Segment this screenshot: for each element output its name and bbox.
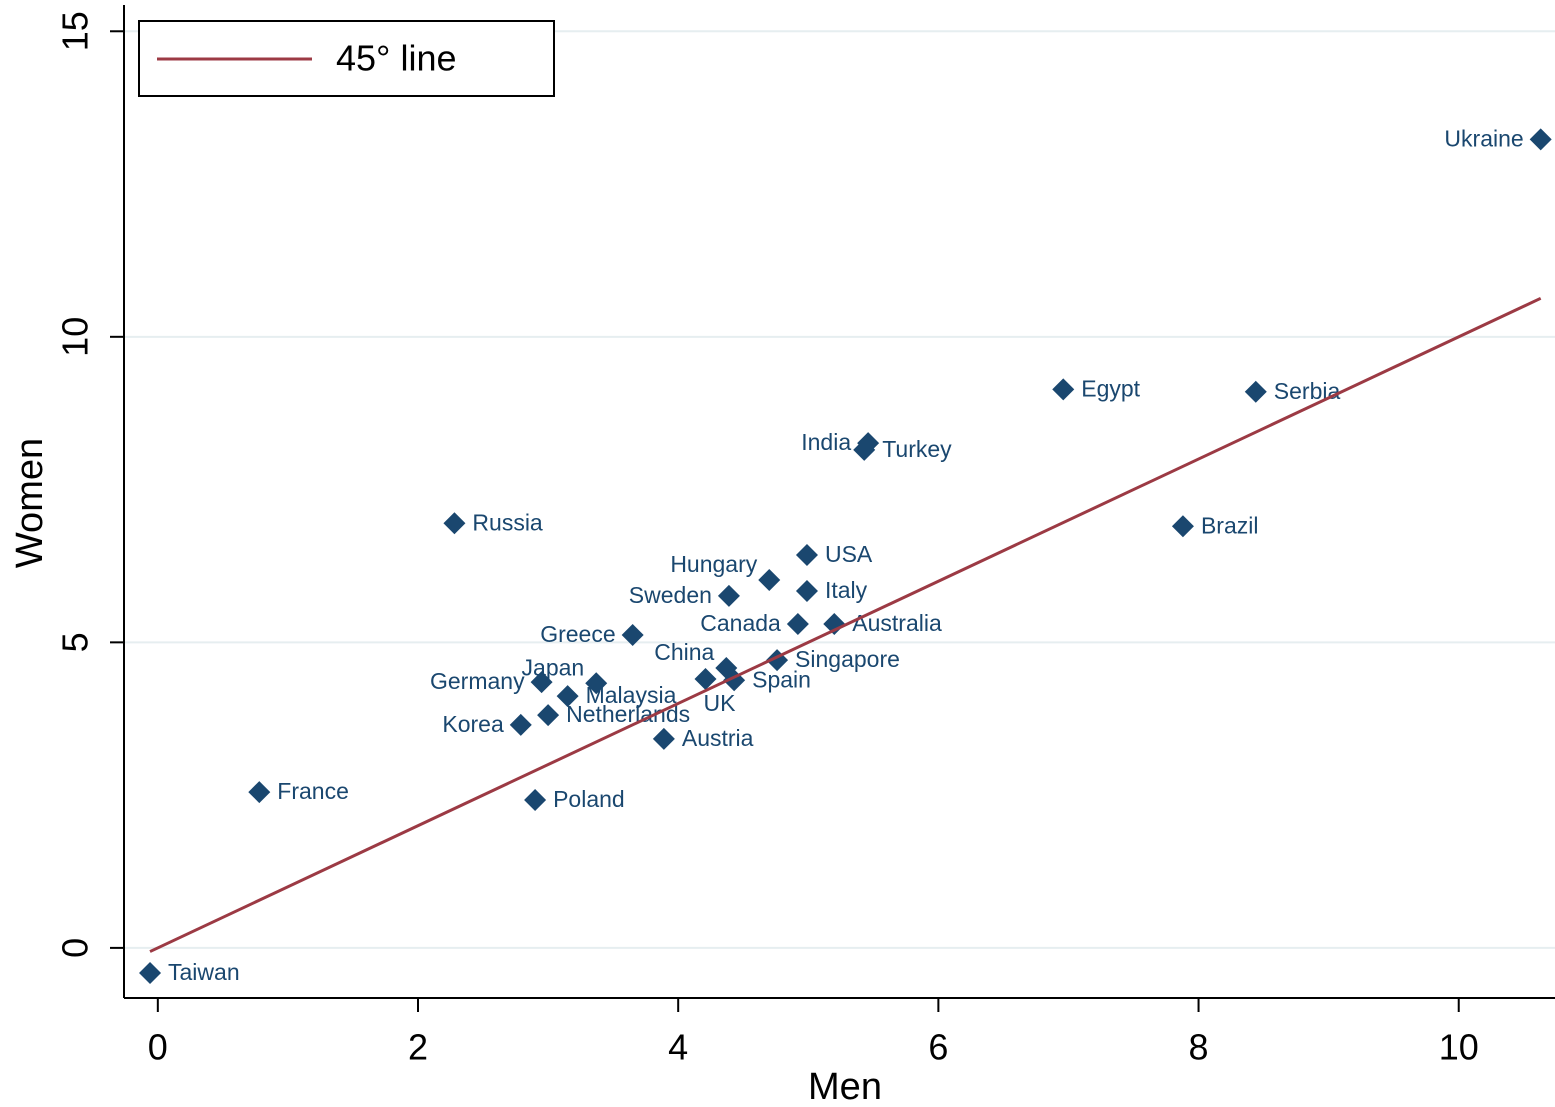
legend-label: 45° line (336, 38, 456, 79)
x-tick-label: 6 (928, 1027, 948, 1068)
point-label: USA (825, 541, 873, 567)
x-tick-label: 2 (408, 1027, 428, 1068)
line-45 (149, 296, 1542, 953)
point (248, 781, 271, 804)
point (585, 672, 608, 695)
point (1529, 128, 1552, 151)
point-label: Austria (682, 725, 754, 751)
x-tick-label: 8 (1189, 1027, 1209, 1068)
point (556, 685, 579, 708)
point (1171, 515, 1194, 538)
point (795, 543, 818, 566)
point (853, 438, 876, 461)
point (786, 613, 809, 636)
x-tick-label: 10 (1439, 1027, 1479, 1068)
point-label: Greece (540, 621, 615, 647)
x-axis-title: Men (808, 1066, 882, 1107)
y-tick-label: 15 (55, 11, 96, 51)
point-label: Germany (430, 668, 525, 694)
point-label: France (277, 778, 349, 804)
point (694, 668, 717, 691)
point (1244, 380, 1267, 403)
y-tick-label: 0 (55, 938, 96, 958)
point-label: Hungary (670, 551, 757, 577)
point-label: China (654, 639, 714, 665)
point (795, 580, 818, 603)
point-label: Turkey (882, 436, 952, 462)
y-tick-label: 10 (55, 317, 96, 357)
point-label: Netherlands (566, 701, 690, 727)
point (717, 584, 740, 607)
point-label: Russia (472, 509, 543, 535)
point-label: Canada (700, 610, 781, 636)
point (524, 789, 547, 812)
point-label: Korea (442, 711, 504, 737)
point-label: Poland (553, 786, 625, 812)
point-label: Ukraine (1444, 126, 1523, 152)
point-label: Serbia (1274, 378, 1341, 404)
point (823, 613, 846, 636)
point (621, 624, 644, 647)
point (530, 671, 553, 694)
point-label: Italy (825, 577, 868, 603)
x-tick-label: 4 (668, 1027, 688, 1068)
x-tick-label: 0 (148, 1027, 168, 1068)
point-label: UK (704, 690, 737, 716)
point-label: Singapore (795, 646, 900, 672)
point (509, 713, 532, 736)
point (1052, 378, 1075, 401)
point (537, 704, 560, 727)
y-axis-title: Women (9, 438, 51, 568)
point (139, 961, 162, 984)
y-tick-label: 5 (55, 632, 96, 652)
point (652, 727, 675, 750)
point (443, 512, 466, 535)
point-label: Japan (522, 654, 585, 680)
point-label: Taiwan (168, 959, 240, 985)
point-label: Egypt (1081, 375, 1140, 401)
point-label: India (801, 429, 851, 455)
point-label: Sweden (629, 582, 712, 608)
point-label: Brazil (1201, 512, 1259, 538)
point-label: Spain (752, 666, 811, 692)
point (758, 569, 781, 592)
